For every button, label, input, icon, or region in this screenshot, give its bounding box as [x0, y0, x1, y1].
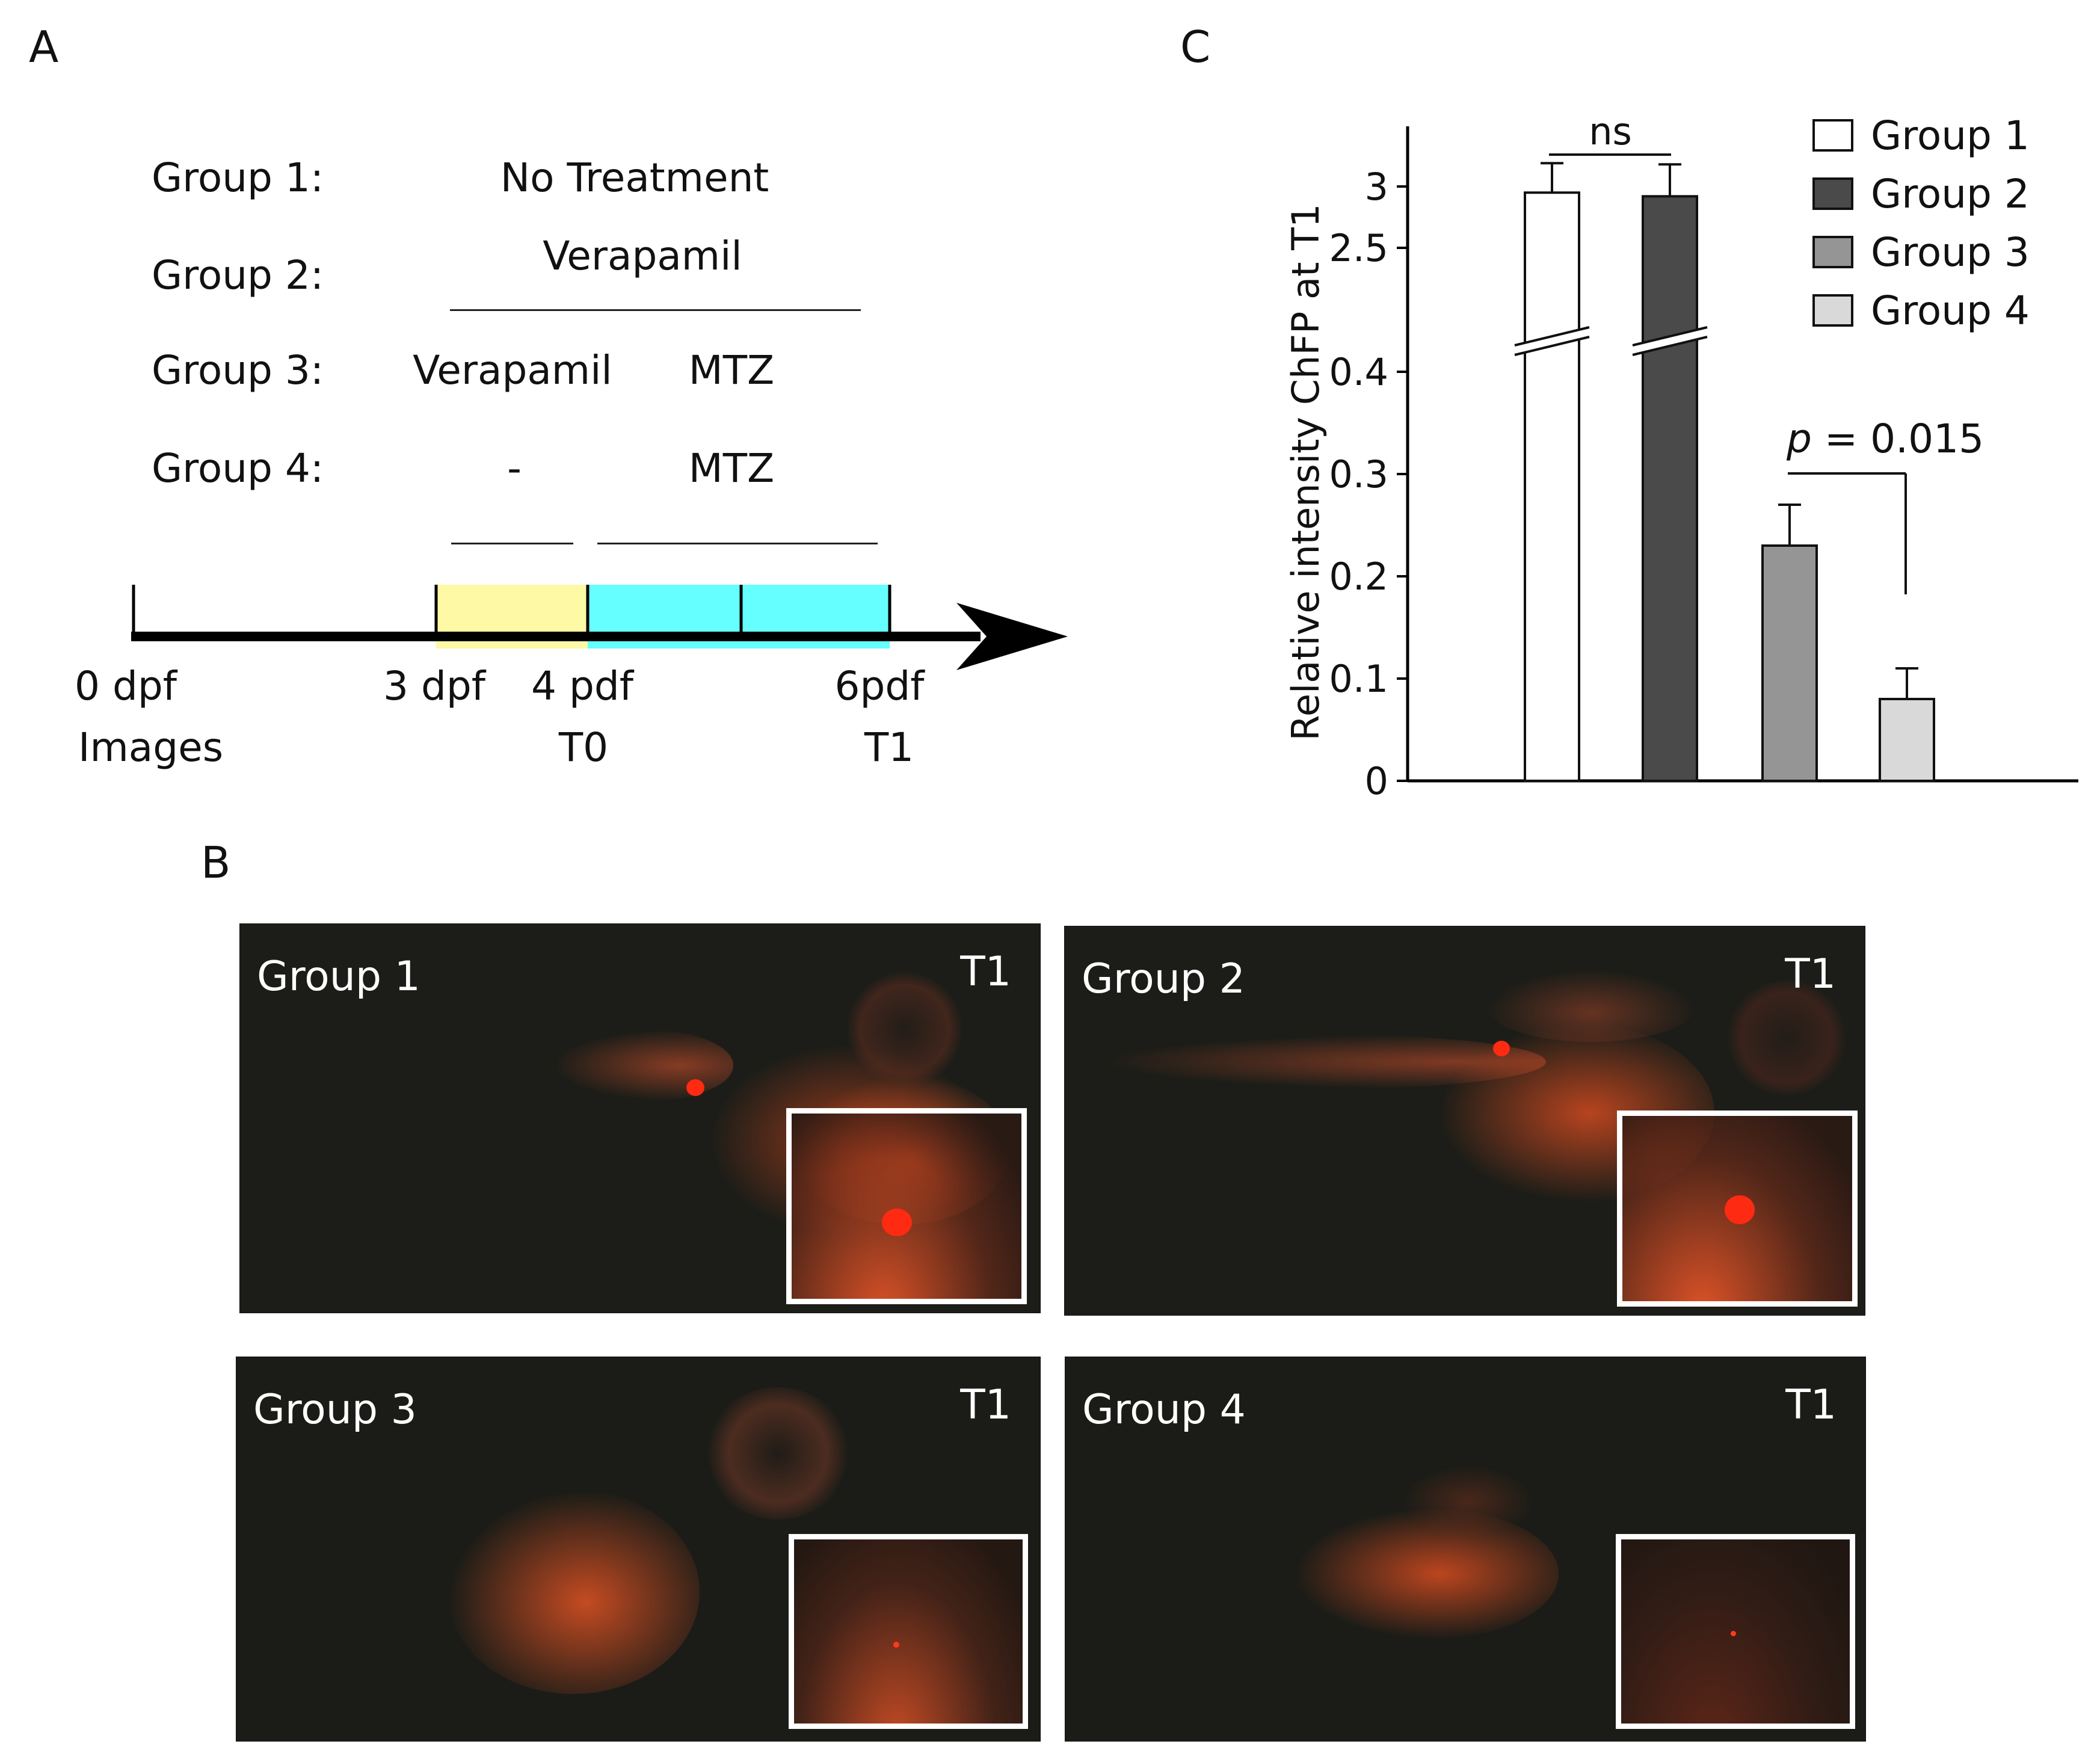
- y-tick-label: 2.5: [1329, 226, 1388, 270]
- bar-group-1: [1524, 191, 1580, 782]
- ns-annotation: ns: [1589, 109, 1632, 153]
- group-2-treatment-bar: [450, 309, 861, 311]
- axis-break-gap: [1515, 327, 1589, 355]
- micrograph-group-1-time: T1: [960, 948, 1011, 996]
- legend-swatch-4: [1812, 294, 1853, 327]
- timeline-point-3dpf: 3 dpf: [383, 663, 485, 709]
- micrograph-group-3-time: T1: [960, 1381, 1011, 1429]
- legend-swatch-1: [1812, 119, 1853, 152]
- panel-a-letter: A: [29, 22, 59, 72]
- group-3-treatment-right: MTZ: [688, 347, 775, 393]
- timeline-point-4pdf: 4 pdf: [531, 663, 633, 709]
- micrograph-group-4-inset: [1616, 1534, 1855, 1729]
- legend-swatch-2: [1812, 177, 1853, 210]
- micrograph-group-1: Group 1 T1: [239, 923, 1041, 1313]
- panel-c-letter: C: [1180, 22, 1211, 72]
- micrograph-group-4-time: T1: [1785, 1381, 1837, 1429]
- micrograph-group-1-inset: [786, 1108, 1027, 1304]
- group-2-treatment: Verapamil: [543, 233, 742, 279]
- micrograph-group-2-inset: [1617, 1111, 1858, 1307]
- micrograph-group-2-label: Group 2: [1082, 955, 1245, 1003]
- group-4-label: Group 4:: [152, 445, 324, 491]
- bar-group-4: [1879, 698, 1935, 782]
- timeline-sublabel-t1: T1: [864, 724, 914, 771]
- micrograph-group-3-label: Group 3: [253, 1386, 417, 1434]
- group-3-label: Group 3:: [152, 347, 324, 393]
- micrograph-group-3: Group 3 T1: [236, 1357, 1041, 1742]
- axis-break-mark: [1632, 326, 1708, 347]
- timeline-sublabel-t0: T0: [558, 724, 609, 771]
- bar-group-3: [1761, 544, 1818, 782]
- axis-break-mark: [1514, 326, 1590, 347]
- timeline-point-6pdf: 6pdf: [834, 663, 925, 709]
- y-axis-label: Relative intensity ChFP at T1: [1284, 204, 1328, 741]
- y-tick-label: 3: [1365, 165, 1388, 209]
- legend-label-2: Group 2: [1871, 171, 2030, 217]
- p-value-annotation: p = 0.015: [1786, 416, 1984, 462]
- micrograph-group-2: Group 2 T1: [1064, 926, 1865, 1316]
- timeline: [131, 585, 1068, 670]
- legend-label-1: Group 1: [1871, 112, 2030, 159]
- y-tick-label: 0.4: [1329, 350, 1388, 394]
- y-tick-label: 0: [1365, 759, 1388, 803]
- group-1-label: Group 1:: [152, 155, 324, 201]
- timeline-sublabel-images: Images: [78, 724, 224, 771]
- axis-break-mark: [1632, 336, 1708, 356]
- group-3-treatment-left: Verapamil: [413, 347, 612, 393]
- panel-b-letter: B: [201, 837, 231, 888]
- legend-swatch-3: [1812, 236, 1853, 268]
- group-4-treatment-right: MTZ: [688, 445, 775, 491]
- bar-group-2: [1642, 195, 1698, 782]
- micrograph-group-2-time: T1: [1785, 950, 1836, 998]
- bar-chart: Relative intensity ChFP at T1 0 0.1 0.2 0.3…: [1284, 109, 2078, 803]
- y-tick-label: 0.3: [1329, 452, 1388, 496]
- micrograph-group-1-label: Group 1: [257, 953, 420, 1000]
- micrograph-group-4: Group 4 T1: [1065, 1357, 1866, 1742]
- group-2-label: Group 2:: [152, 252, 324, 298]
- micrograph-group-4-label: Group 4: [1082, 1386, 1246, 1434]
- micrograph-group-3-inset: [789, 1534, 1028, 1729]
- y-tick-label: 0.1: [1329, 657, 1388, 701]
- timeline-point-0dpf: 0 dpf: [75, 663, 177, 709]
- legend-label-4: Group 4: [1871, 288, 2030, 334]
- axis-break-mark: [1514, 336, 1590, 356]
- axis-break-gap: [1633, 327, 1707, 355]
- verapamil-phase-bar: [451, 543, 573, 544]
- mtz-phase-bar: [597, 543, 878, 544]
- timeline-arrowhead: [956, 603, 1068, 670]
- y-tick-label: 0.2: [1329, 555, 1388, 599]
- group-1-treatment: No Treatment: [500, 155, 769, 201]
- group-4-treatment-left: -: [507, 445, 522, 491]
- legend-label-3: Group 3: [1871, 229, 2030, 276]
